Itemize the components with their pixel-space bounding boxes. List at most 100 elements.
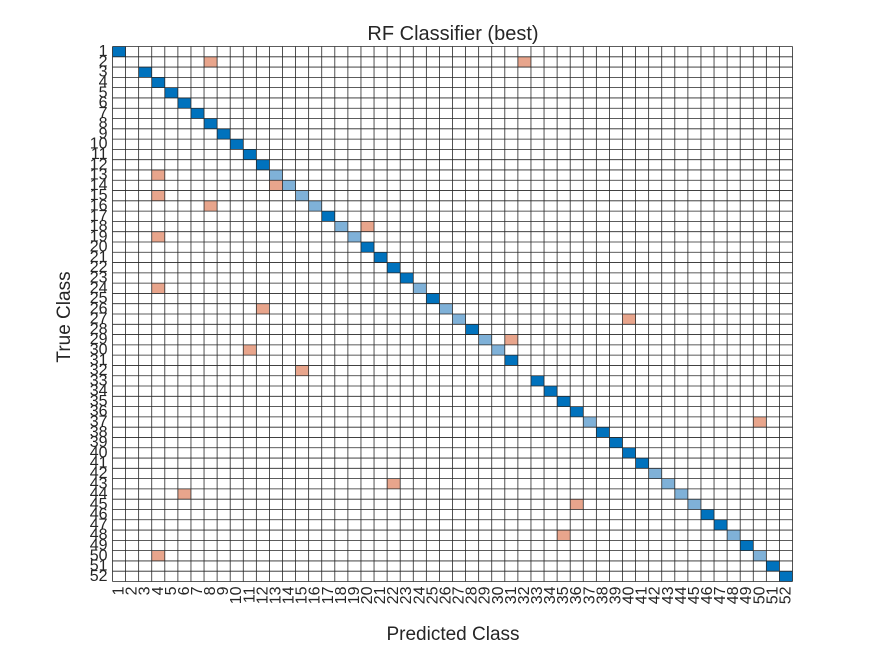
error-cell (517, 56, 531, 68)
x-tick-label: 3 (137, 586, 154, 595)
x-tick-label: 8 (202, 586, 219, 595)
y-tick-label: 10 (90, 136, 108, 153)
x-tick-label: 33 (529, 586, 546, 604)
x-tick-label: 14 (281, 586, 298, 604)
x-tick-label: 9 (215, 586, 232, 595)
y-tick-label: 32 (90, 362, 108, 379)
diagonal-cell (740, 540, 754, 551)
x-tick-label: 46 (699, 586, 716, 604)
y-tick-label: 44 (90, 486, 108, 503)
x-tick-label: 31 (503, 586, 520, 604)
diagonal-cell (413, 283, 427, 294)
y-tick-label: 12 (90, 156, 108, 173)
error-cell (151, 190, 165, 201)
y-tick-label: 49 (90, 537, 108, 554)
diagonal-cell (387, 262, 401, 273)
diagonal-cell (609, 437, 623, 448)
diagonal-cell (491, 344, 505, 356)
error-cell (151, 169, 165, 181)
x-tick-label: 7 (189, 586, 206, 595)
x-tick-label: 25 (424, 586, 441, 604)
y-tick-label: 50 (90, 547, 108, 564)
diagonal-cell (452, 314, 466, 325)
y-tick-label: 6 (99, 95, 108, 112)
diagonal-cell (177, 97, 191, 109)
diagonal-cell (426, 293, 440, 304)
x-tick-labels: 1234567891011121314151617181920212223242… (111, 586, 795, 604)
y-tick-label: 5 (99, 84, 108, 101)
error-cell (151, 283, 165, 294)
error-cell (360, 221, 375, 232)
x-tick-label: 41 (634, 586, 651, 604)
x-axis-label: Predicted Class (386, 624, 519, 645)
y-tick-label: 41 (90, 455, 108, 472)
y-tick-label: 23 (90, 269, 108, 286)
diagonal-cell (256, 159, 270, 170)
diagonal-cell (622, 447, 636, 459)
x-tick-label: 19 (346, 586, 363, 604)
error-cell (753, 416, 767, 428)
x-tick-label: 5 (163, 586, 180, 595)
diagonal-cell (164, 87, 178, 98)
diagonal-cell (308, 200, 322, 212)
y-tick-label: 43 (90, 475, 108, 492)
diagonal-cell (635, 458, 649, 469)
x-tick-label: 43 (660, 586, 677, 604)
y-tick-label: 48 (90, 527, 108, 544)
error-cell (256, 303, 270, 314)
error-cell (504, 334, 518, 345)
x-tick-label: 52 (777, 586, 794, 604)
x-tick-label: 27 (451, 586, 468, 604)
diagonal-cell (674, 488, 688, 500)
y-axis-label: True Class (54, 271, 75, 362)
diagonal-cell (727, 530, 741, 541)
diagonal-cell (138, 67, 152, 78)
x-tick-label: 12 (254, 586, 271, 604)
x-tick-label: 47 (712, 586, 729, 604)
y-tick-labels: 1234567891011121314151617181920212223242… (90, 43, 108, 585)
y-tick-label: 27 (90, 311, 108, 328)
x-tick-label: 42 (647, 586, 664, 604)
y-tick-label: 47 (90, 516, 108, 533)
y-tick-label: 31 (90, 352, 108, 369)
diagonal-cell (583, 416, 597, 428)
diagonal-cell (321, 211, 335, 222)
y-tick-label: 30 (90, 342, 108, 359)
x-tick-label: 28 (464, 586, 481, 604)
x-tick-label: 24 (411, 586, 428, 604)
y-tick-label: 52 (90, 568, 108, 585)
diagonal-cell (230, 139, 244, 150)
y-tick-label: 28 (90, 321, 108, 338)
y-tick-label: 8 (99, 115, 108, 132)
error-cell (295, 365, 309, 376)
x-tick-label: 21 (372, 586, 389, 604)
x-tick-label: 48 (725, 586, 742, 604)
y-tick-label: 39 (90, 434, 108, 451)
y-tick-label: 2 (99, 53, 108, 70)
y-tick-label: 4 (99, 74, 108, 91)
diagonal-cell (544, 386, 558, 397)
x-tick-label: 44 (673, 586, 690, 604)
x-tick-label: 49 (738, 586, 755, 604)
y-tick-label: 40 (90, 444, 108, 461)
x-tick-label: 30 (490, 586, 507, 604)
y-tick-label: 18 (90, 218, 108, 235)
error-cell (269, 180, 283, 191)
y-tick-label: 51 (90, 558, 108, 575)
x-tick-label: 4 (150, 586, 167, 595)
diagonal-cell (243, 149, 257, 160)
diagonal-cell (478, 334, 492, 345)
x-tick-label: 29 (477, 586, 494, 604)
x-tick-label: 23 (398, 586, 415, 604)
y-tick-label: 34 (90, 383, 108, 400)
diagonal-cell (400, 272, 414, 284)
diagonal-cell (753, 550, 767, 561)
y-tick-label: 42 (90, 465, 108, 482)
diagonal-cell (557, 396, 571, 407)
error-cell (557, 530, 571, 541)
y-tick-label: 11 (91, 146, 108, 163)
x-tick-label: 38 (594, 586, 611, 604)
diagonal-cell (204, 118, 218, 129)
diagonal-cell (217, 128, 231, 140)
